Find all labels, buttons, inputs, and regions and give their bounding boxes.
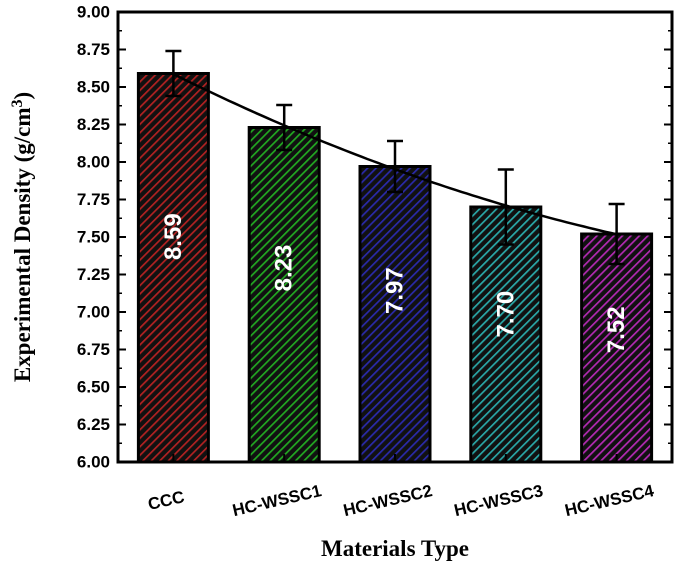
value-labels-layer: 8.59 8.23 7.97 7.70 7.52 — [160, 213, 630, 353]
value-label-hc-wssc1: 8.23 — [271, 245, 298, 292]
trend-line — [172, 72, 617, 236]
value-label-ccc: 8.59 — [160, 213, 187, 260]
y-tick-label: 7.00 — [77, 303, 110, 322]
x-tick-label-hc-wssc1: HC-WSSC1 — [231, 481, 324, 520]
y-tick-label: 8.50 — [77, 78, 110, 97]
bar-hc-wssc1 — [247, 126, 321, 464]
x-tick-label-hc-wssc4: HC-WSSC4 — [563, 481, 656, 520]
x-tick-label-hc-wssc3: HC-WSSC3 — [452, 481, 545, 520]
bar-hc-wssc3 — [469, 205, 543, 464]
y-tick-label: 6.00 — [77, 453, 110, 472]
y-axis-title-superscript: 3 — [9, 99, 26, 107]
value-label-hc-wssc3: 7.70 — [492, 291, 519, 338]
y-tick-label: 8.75 — [77, 40, 110, 59]
y-tick-label: 7.25 — [77, 265, 110, 284]
y-tick-label: 6.25 — [77, 415, 110, 434]
y-axis-title: Experimental Density (g/cm3) — [9, 92, 36, 382]
y-axis-title-main: Experimental Density (g/cm — [10, 107, 35, 382]
x-axis-title: Materials Type — [321, 536, 469, 561]
error-bar-hc-wssc1 — [276, 103, 293, 152]
error-bar-ccc — [165, 49, 182, 98]
y-tick-label: 9.00 — [77, 3, 110, 22]
y-axis: 6.00 6.25 6.50 6.75 7.00 7.25 7.50 7.75 8.00 8.25… — [77, 3, 672, 472]
x-tick-label-hc-wssc2: HC-WSSC2 — [341, 481, 434, 520]
error-bar-hc-wssc3 — [497, 168, 514, 246]
y-axis-title-close: ) — [10, 92, 35, 100]
y-tick-label: 6.75 — [77, 340, 110, 359]
x-tick-label-ccc: CCC — [146, 487, 186, 514]
y-tick-label: 6.50 — [77, 378, 110, 397]
error-bar-hc-wssc2 — [387, 139, 403, 194]
y-tick-label: 8.00 — [77, 153, 110, 172]
value-label-hc-wssc4: 7.52 — [603, 306, 630, 353]
y-tick-label: 7.50 — [77, 228, 110, 247]
error-bars-layer — [165, 49, 625, 266]
y-tick-label: 8.25 — [77, 115, 110, 134]
value-label-hc-wssc2: 7.97 — [382, 267, 409, 314]
bar-ccc — [136, 72, 210, 464]
y-tick-label: 7.75 — [77, 190, 110, 209]
x-axis: CCC HC-WSSC1 HC-WSSC2 HC-WSSC3 HC-WSSC4 — [146, 454, 656, 520]
